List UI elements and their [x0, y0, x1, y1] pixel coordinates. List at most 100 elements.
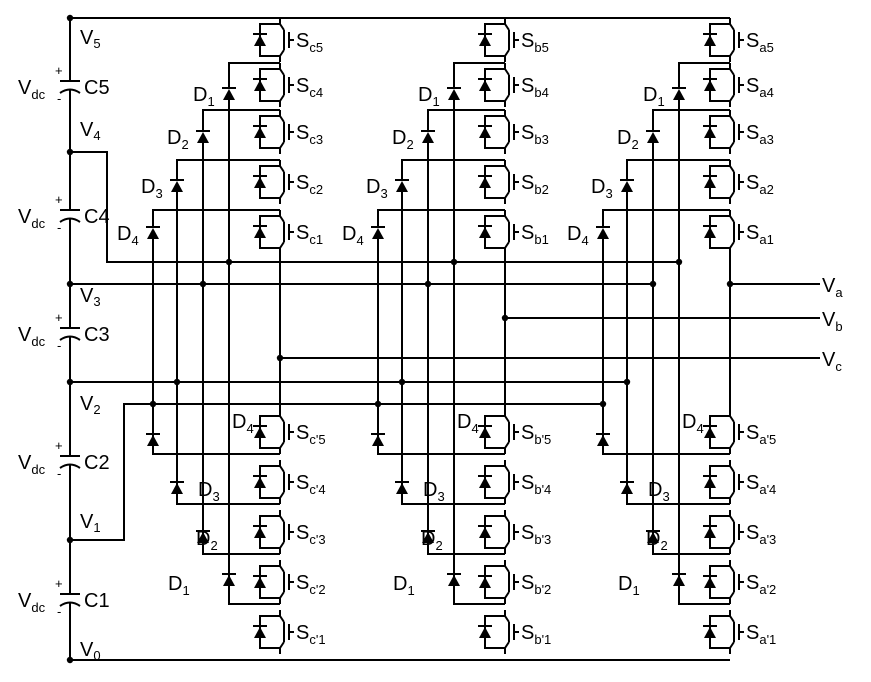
switch-phase: a	[759, 182, 767, 197]
igbt-collector	[504, 460, 510, 473]
igbt-diode-triangle	[479, 227, 491, 238]
igbt-emitter	[504, 49, 510, 62]
node-label: V4	[80, 119, 101, 143]
igbt-collector	[279, 510, 285, 523]
igbt-switch	[253, 210, 294, 254]
igbt-switch	[253, 560, 294, 604]
switch-label: Sb5	[521, 30, 549, 55]
switch-phase: a	[759, 482, 767, 497]
diode-label-main: D	[393, 573, 407, 595]
igbt-emitter	[279, 591, 285, 604]
switch-label: Sa'2	[746, 572, 776, 597]
switch-phase: a	[759, 85, 767, 100]
switch-letter: S	[746, 222, 759, 244]
lower-clamp-wire	[228, 574, 280, 605]
switch-label: Sa'4	[746, 472, 776, 497]
switch-index: 5	[767, 40, 774, 55]
igbt-diode-loop	[484, 565, 505, 599]
diode	[421, 130, 435, 143]
junction-dot	[66, 14, 74, 22]
switch-phase: a	[759, 432, 767, 447]
switch-phase: a	[759, 582, 767, 597]
diode-triangle	[673, 89, 685, 100]
switch-letter: S	[296, 422, 309, 444]
capacitor-index: 1	[98, 590, 109, 612]
switch-letter: S	[521, 572, 534, 594]
switch-letter: S	[521, 622, 534, 644]
node-label: V3	[80, 285, 101, 309]
igbt-diode-triangle	[479, 477, 491, 488]
diode-label-main: D	[567, 223, 581, 245]
switch-phase: b	[534, 40, 541, 55]
igbt-emitter	[279, 441, 285, 454]
switch-phase: c	[309, 182, 316, 197]
igbt-diode-triangle	[479, 527, 491, 538]
igbt-collector	[504, 510, 510, 523]
igbt-collector	[504, 18, 510, 31]
diode-label: D4	[682, 411, 704, 436]
diode-label: D3	[591, 176, 613, 201]
diode-label-sub: 4	[471, 421, 478, 436]
switch-phase: c	[309, 582, 316, 597]
capacitor-plate-curved	[59, 88, 81, 94]
diode-label: D3	[423, 479, 445, 504]
switch-label: Sa'5	[746, 422, 776, 447]
diode-label-sub: 4	[696, 421, 703, 436]
switch-phase: a	[759, 40, 767, 55]
igbt-diode-triangle	[479, 80, 491, 91]
switch-index: 1	[542, 232, 549, 247]
diode-triangle	[223, 89, 235, 100]
diode-label: D2	[421, 528, 443, 553]
igbt-switch	[253, 510, 294, 554]
igbt-diode-triangle	[704, 80, 716, 91]
diode-label-sub: 3	[380, 186, 387, 201]
igbt-diode-loop	[259, 565, 280, 599]
diode	[395, 179, 409, 192]
capacitor-label: C5	[84, 77, 110, 99]
switch-label: Sb2	[521, 172, 549, 197]
switch-index: 2	[316, 182, 323, 197]
igbt-switch	[703, 210, 744, 254]
diode	[672, 87, 686, 100]
switch-letter: S	[746, 30, 759, 52]
igbt-collector	[729, 410, 735, 423]
capacitor-letter: C	[84, 590, 98, 612]
switch-letter: S	[521, 122, 534, 144]
igbt-collector	[279, 610, 285, 623]
igbt-emitter	[729, 49, 735, 62]
capacitor-plate-curved	[59, 601, 81, 607]
switch-letter: S	[521, 222, 534, 244]
igbt-emitter	[504, 491, 510, 504]
igbt-diode-loop	[259, 68, 280, 102]
igbt-switch	[703, 510, 744, 554]
igbt-switch	[478, 460, 519, 504]
switch-label: Sb'4	[521, 472, 551, 497]
node-index: 2	[93, 402, 100, 417]
igbt-emitter	[729, 491, 735, 504]
lower-clamp-wire	[453, 574, 505, 605]
diode-label: D4	[567, 223, 589, 248]
switch-index: 3	[542, 132, 549, 147]
vdc-label-main: V	[18, 452, 32, 474]
switch-label: Sa'1	[746, 622, 776, 647]
switch-index: '2	[767, 582, 777, 597]
igbt-collector	[279, 63, 285, 76]
switch-phase: a	[759, 132, 767, 147]
igbt-emitter	[279, 94, 285, 107]
igbt-switch	[253, 18, 294, 62]
igbt-diode-loop	[259, 115, 280, 149]
switch-index: '1	[767, 632, 777, 647]
igbt-emitter	[504, 591, 510, 604]
switch-letter: S	[746, 572, 759, 594]
diode-label-main: D	[418, 84, 432, 106]
vdc-label-main: V	[18, 590, 32, 612]
diode-label-sub: 2	[435, 538, 442, 553]
diode-triangle	[147, 435, 159, 446]
diode-label: D3	[366, 176, 388, 201]
igbt-collector	[729, 510, 735, 523]
switch-letter: S	[746, 622, 759, 644]
igbt-collector	[504, 63, 510, 76]
switch-phase: b	[534, 132, 541, 147]
igbt-diode-triangle	[704, 627, 716, 638]
